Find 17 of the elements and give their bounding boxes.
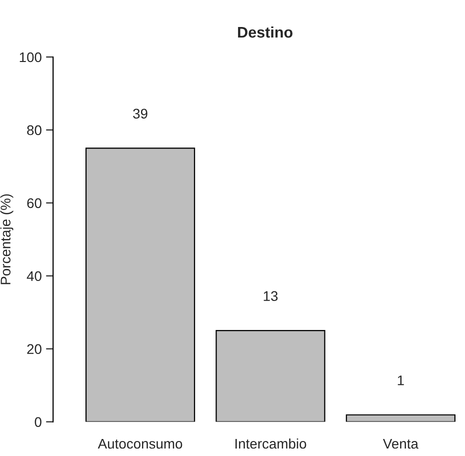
bar [216, 330, 326, 422]
y-axis-title: Porcentaje (%) [0, 194, 14, 284]
annotation: 1 [398, 376, 404, 386]
bar [85, 148, 196, 422]
y-tick-label: 0 [34, 417, 42, 427]
x-tick-label: Venta [382, 438, 418, 449]
annotation: 13 [264, 291, 278, 301]
chart-title: Destino [238, 26, 292, 38]
y-tick-label: 60 [27, 198, 42, 208]
bar [346, 414, 456, 422]
y-tick-label: 100 [20, 52, 42, 62]
x-tick-label: Autoconsumo [98, 438, 182, 449]
annotation: 39 [133, 108, 148, 119]
y-tick-label: 20 [27, 344, 42, 354]
y-tick-label: 80 [27, 125, 42, 136]
x-tick-label: Intercambio [235, 438, 306, 449]
y-tick-label: 40 [26, 271, 42, 282]
